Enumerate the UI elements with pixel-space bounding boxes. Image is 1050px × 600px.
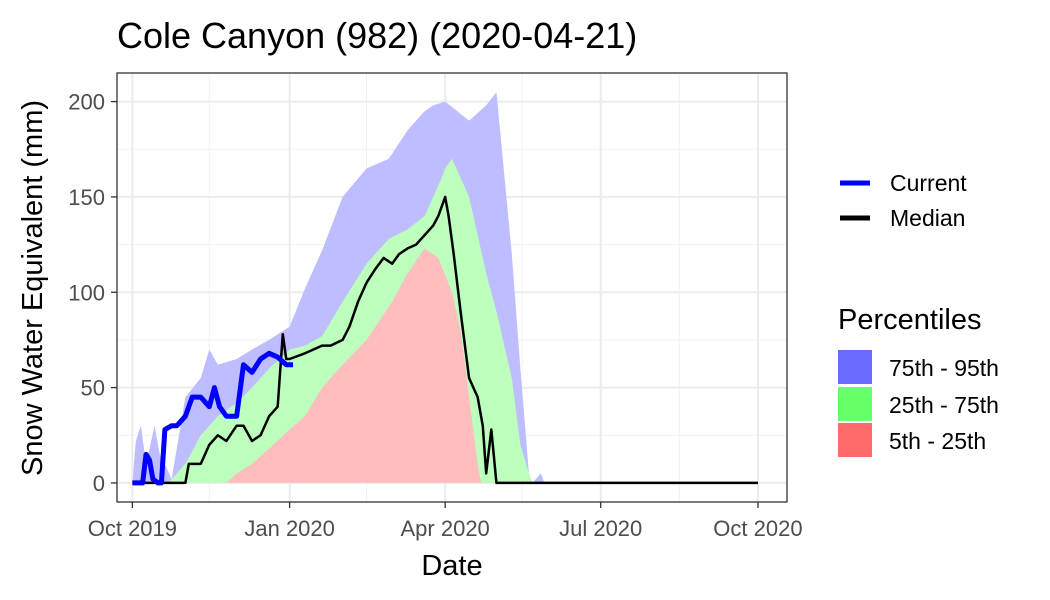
legend-swatch-p75-p95	[838, 350, 872, 384]
x-tick-label-jan-2020: Jan 2020	[244, 516, 335, 541]
x-tick-label-oct-2020: Oct 2020	[713, 516, 802, 541]
x-tick-label-apr-2020: Apr 2020	[401, 516, 490, 541]
y-tick-label-100: 100	[68, 280, 105, 305]
y-tick-label-150: 150	[68, 185, 105, 210]
series-lines	[132, 195, 758, 486]
legend-item-p25-p75: 25th - 75th	[838, 387, 999, 421]
y-axis-title: Snow Water Equivalent (mm)	[17, 100, 49, 476]
y-axis: 0 50 100 150 200	[68, 90, 117, 496]
series-line-median	[132, 195, 758, 485]
plot-border	[116, 72, 788, 503]
legend-label-p25-p75: 25th - 75th	[889, 392, 999, 418]
percentile-bands	[132, 92, 545, 483]
plot-panel	[116, 72, 788, 503]
legend: Current Median Percentiles 75th - 95th 2…	[838, 170, 999, 457]
band-5th-25th	[226, 248, 482, 483]
legend-item-p75-p95: 75th - 95th	[838, 350, 999, 384]
legend-label-current: Current	[890, 170, 967, 196]
legend-swatch-p5-p25	[838, 423, 872, 457]
y-tick-label-0: 0	[93, 471, 105, 496]
legend-item-current: Current	[840, 170, 967, 196]
legend-label-p5-p25: 5th - 25th	[889, 428, 986, 454]
x-tick-label-oct-2019: Oct 2019	[88, 516, 177, 541]
legend-item-median: Median	[840, 205, 965, 231]
legend-swatch-p25-p75	[838, 387, 872, 421]
legend-label-p75-p95: 75th - 95th	[889, 355, 999, 381]
x-tick-label-jul-2020: Jul 2020	[559, 516, 642, 541]
legend-title-percentiles: Percentiles	[838, 304, 981, 336]
y-tick-label-200: 200	[68, 90, 105, 115]
y-tick-label-50: 50	[81, 376, 105, 401]
legend-item-p5-p25: 5th - 25th	[838, 423, 986, 457]
x-axis: Oct 2019 Jan 2020 Apr 2020 Jul 2020 Oct 2020	[88, 502, 803, 541]
x-axis-title: Date	[421, 550, 482, 582]
chart-title: Cole Canyon (982) (2020-04-21)	[117, 15, 637, 56]
legend-label-median: Median	[890, 205, 965, 231]
series-line-current	[132, 350, 294, 486]
